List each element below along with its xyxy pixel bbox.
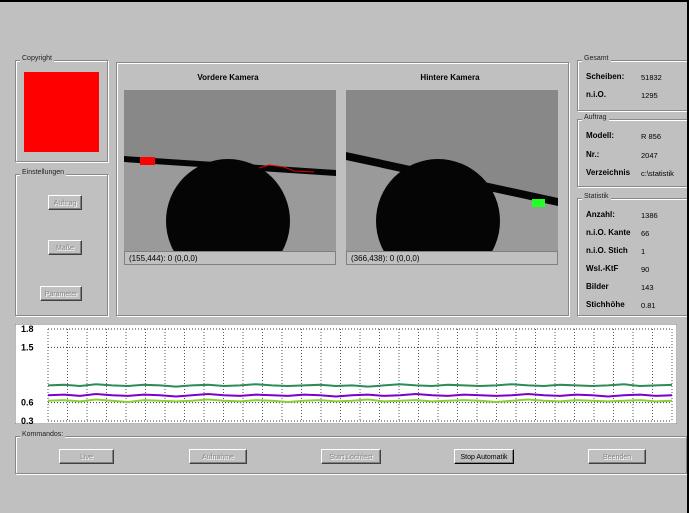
total-group: Gesamt Scheiben: 51832 n.i.O. 1295 — [577, 55, 687, 111]
y-tick-label: 0.6 — [21, 398, 34, 408]
field-value: 66 — [641, 229, 650, 238]
y-tick-label: 0.3 — [21, 416, 34, 424]
camera-title: Vordere Kamera — [197, 73, 259, 82]
button[interactable]: Auftrag — [48, 195, 82, 210]
plot-background — [15, 324, 677, 424]
camera-panel: Vordere Kamera Hintere Kamera (155,444):… — [116, 62, 569, 316]
field-value: 0.81 — [641, 301, 656, 310]
field-value: 1 — [641, 247, 646, 256]
field-label: n.i.O. Stich — [586, 246, 628, 255]
button[interactable]: Start Lochtest — [321, 449, 381, 464]
field-value: R 856 — [641, 132, 662, 141]
button[interactable]: Live — [59, 449, 114, 464]
field-value: 51832 — [641, 73, 662, 82]
field-label: Wsl.-KtF — [586, 264, 619, 273]
field-label: Verzeichnis — [586, 168, 631, 177]
y-tick-label: 1.5 — [21, 342, 34, 352]
group-label: Auftrag — [582, 114, 609, 121]
camera-image — [124, 90, 336, 251]
camera-image — [346, 90, 558, 251]
field-label: Bilder — [586, 282, 609, 291]
commands-group: Kommandos: Live Aufnahme Start Lochtest Stop… — [15, 431, 687, 474]
field-label: n.i.O. — [586, 90, 606, 99]
series-line — [47, 393, 673, 398]
y-tick-label: 1.8 — [21, 324, 34, 334]
order-group: Auftrag Modell: R 856 Nr.: 2047 Verzeichnis c:… — [577, 114, 687, 187]
settings-group: Einstellungen Auftrag Maße Parameter — [15, 169, 108, 316]
group-label: Gesamt — [582, 55, 611, 62]
field-label: Nr.: — [586, 149, 600, 159]
group-label: Statistik — [582, 193, 611, 200]
field-label: Scheiben: — [586, 72, 625, 81]
series-line — [47, 398, 673, 403]
button[interactable]: Stop Automatik — [454, 449, 514, 464]
group-label: Einstellungen — [20, 169, 67, 176]
camera-status: (155,444): 0 (0,0,0) — [124, 251, 336, 265]
field-value: c:\statistik — [641, 169, 674, 178]
series-line — [47, 383, 673, 388]
button[interactable]: Maße — [48, 240, 82, 255]
field-value: 1386 — [641, 211, 658, 220]
button[interactable]: Parameter — [40, 286, 82, 301]
field-value: 1295 — [641, 91, 658, 100]
field-label: Stichhöhe — [586, 300, 625, 309]
field-value: 143 — [641, 283, 654, 292]
camera-title: Hintere Kamera — [420, 73, 480, 82]
button[interactable]: Aufnahme — [189, 449, 247, 464]
logo — [24, 72, 99, 152]
statistics-group: Statistik Anzahl: 1386 n.i.O. Kante 66 n.i.O.… — [577, 193, 687, 316]
group-label: Kommandos: — [20, 431, 66, 438]
field-value: 2047 — [641, 150, 658, 160]
field-value: 90 — [641, 265, 650, 274]
field-label: Modell: — [586, 131, 614, 140]
copyright-group: Copyright — [15, 55, 108, 162]
button[interactable]: Beenden — [588, 449, 646, 464]
camera-status: (366,438): 0 (0,0,0) — [346, 251, 558, 265]
group-label: Copyright — [20, 55, 54, 62]
chart: 0.3 0.6 1.5 1.8 — [15, 324, 677, 424]
field-label: n.i.O. Kante — [586, 228, 631, 237]
field-label: Anzahl: — [586, 210, 615, 219]
